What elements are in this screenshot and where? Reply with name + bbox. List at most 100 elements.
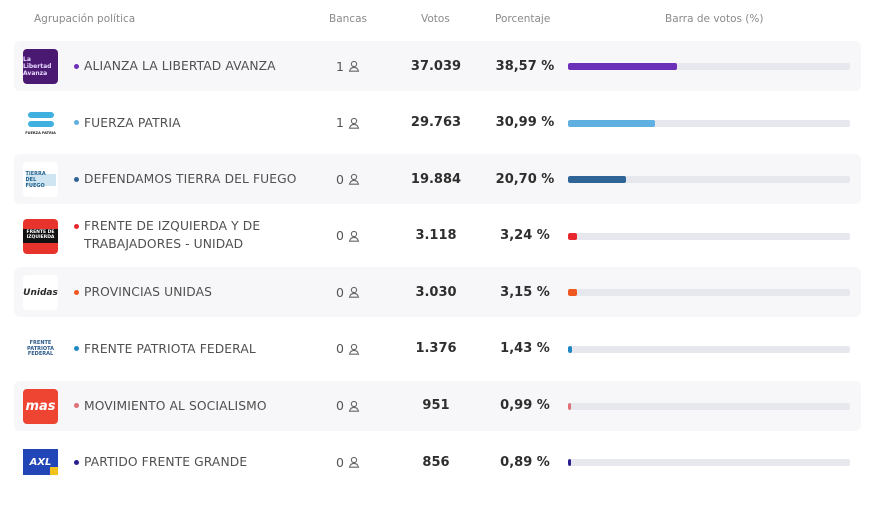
header-porcentaje: Porcentaje xyxy=(495,13,551,25)
color-dot xyxy=(74,176,79,182)
votos-cell: 856 xyxy=(422,454,450,470)
color-dot xyxy=(74,289,79,295)
bancas-cell: 0 xyxy=(336,154,376,204)
party-name: FRENTE PATRIOTA FEDERAL xyxy=(74,324,314,374)
party-logo-fit: FRENTE DE IZQUIERDA xyxy=(23,218,58,254)
porcentaje-cell: 3,24 % xyxy=(500,228,550,244)
header-barra: Barra de votos (%) xyxy=(665,13,764,25)
party-name-text: FRENTE DE IZQUIERDA Y DE TRABAJADORES - U… xyxy=(84,217,260,253)
person-icon xyxy=(348,117,360,129)
color-dot xyxy=(74,346,79,352)
person-icon xyxy=(348,343,360,355)
bancas-value: 1 xyxy=(336,115,344,131)
porcentaje-cell: 3,15 % xyxy=(500,284,550,300)
vote-bar-fill xyxy=(568,345,573,353)
porcentaje-cell: 0,99 % xyxy=(500,398,550,414)
logo-text: La Libertad Avanza xyxy=(23,56,52,77)
party-name-text: FRENTE PATRIOTA FEDERAL xyxy=(84,341,256,356)
logo-text: Unidas xyxy=(23,287,58,298)
bancas-cell: 0 xyxy=(336,437,376,487)
bancas-value: 0 xyxy=(336,398,344,414)
table-row: FRENTE DE IZQUIERDA FRENTE DE IZQUIERDA … xyxy=(14,211,861,261)
vote-bar-track xyxy=(568,176,850,184)
votos-cell: 951 xyxy=(422,398,450,414)
votos-cell: 3.030 xyxy=(415,284,457,300)
bancas-value: 0 xyxy=(336,341,344,357)
person-icon xyxy=(348,60,360,72)
vote-bar-fill xyxy=(568,232,578,240)
porcentaje-cell: 0,89 % xyxy=(500,454,550,470)
party-name: PARTIDO FRENTE GRANDE xyxy=(74,437,314,487)
logo-text: FRENTE DE IZQUIERDA xyxy=(23,229,58,244)
table-row: AXL PARTIDO FRENTE GRANDE 0 856 0,89 % xyxy=(14,437,861,487)
color-dot xyxy=(74,63,79,69)
vote-bar-fill xyxy=(568,63,677,70)
party-logo-dtf: TIERRA DEL FUEGO xyxy=(23,162,58,198)
party-name: DEFENDAMOS TIERRA DEL FUEGO xyxy=(74,154,314,204)
logo-text: FUERZA PATRIA xyxy=(25,130,56,135)
party-logo-mas: mas xyxy=(23,388,58,424)
vote-bar-track xyxy=(568,289,850,297)
logo-text: AXL xyxy=(29,456,52,468)
bancas-cell: 0 xyxy=(336,381,376,431)
color-dot xyxy=(74,120,79,126)
bancas-cell: 1 xyxy=(336,98,376,148)
bancas-cell: 0 xyxy=(336,211,376,261)
person-icon xyxy=(348,287,360,299)
party-name-text: MOVIMIENTO AL SOCIALISMO xyxy=(84,398,267,413)
vote-bar-fill xyxy=(568,119,656,127)
party-name-text: PROVINCIAS UNIDAS xyxy=(84,285,212,300)
table-row: Unidas PROVINCIAS UNIDAS 0 3.030 3,15 % xyxy=(14,267,861,318)
porcentaje-cell: 1,43 % xyxy=(500,341,550,357)
bancas-value: 0 xyxy=(336,171,344,187)
party-logo-fp: FUERZA PATRIA xyxy=(23,106,58,141)
party-name-text: FUERZA PATRIA xyxy=(84,115,181,130)
table-row: mas MOVIMIENTO AL SOCIALISMO 0 951 0,99 … xyxy=(14,380,861,431)
table-row: FUERZA PATRIA FUERZA PATRIA 1 29.763 30,… xyxy=(14,98,861,148)
vote-bar-fill xyxy=(568,176,627,184)
bancas-cell: 0 xyxy=(336,324,376,374)
party-name-text: PARTIDO FRENTE GRANDE xyxy=(84,455,248,470)
votos-cell: 37.039 xyxy=(410,58,462,74)
bancas-cell: 1 xyxy=(336,41,376,91)
person-icon xyxy=(348,457,360,468)
bancas-value: 0 xyxy=(336,454,344,470)
votos-cell: 19.884 xyxy=(410,171,462,187)
party-logo-pu: Unidas xyxy=(23,275,58,311)
party-name: PROVINCIAS UNIDAS xyxy=(74,267,314,317)
header-agrupacion: Agrupación política xyxy=(34,13,136,25)
votos-cell: 29.763 xyxy=(410,115,462,131)
porcentaje-cell: 30,99 % xyxy=(495,115,555,131)
porcentaje-cell: 20,70 % xyxy=(495,171,555,187)
party-name: FUERZA PATRIA xyxy=(74,98,314,148)
results-table: La Libertad Avanza ALIANZA LA LIBERTAD A… xyxy=(14,41,861,494)
vote-bar-track xyxy=(568,232,850,240)
party-name: FRENTE DE IZQUIERDA Y DE TRABAJADORES - U… xyxy=(74,211,314,261)
color-dot xyxy=(74,223,79,229)
person-icon xyxy=(348,230,360,242)
vote-bar-track xyxy=(568,345,850,353)
party-name-line2: TRABAJADORES - UNIDAD xyxy=(84,236,244,251)
vote-bar-track xyxy=(568,63,850,70)
party-logo-fpf: FRENTE PATRIOTA FEDERAL xyxy=(23,331,58,367)
color-dot xyxy=(74,459,79,465)
vote-bar-fill xyxy=(568,402,571,410)
logo-text: mas xyxy=(25,398,56,414)
votos-cell: 3.118 xyxy=(415,228,457,244)
porcentaje-cell: 38,57 % xyxy=(495,58,555,74)
color-dot xyxy=(74,403,79,409)
vote-bar-track xyxy=(568,459,850,467)
party-logo-axl: AXL xyxy=(23,449,58,476)
party-name: MOVIMIENTO AL SOCIALISMO xyxy=(74,381,314,431)
logo-text: FRENTE PATRIOTA FEDERAL xyxy=(27,340,54,358)
bancas-value: 0 xyxy=(336,228,344,244)
party-name-line1: FRENTE DE IZQUIERDA Y DE xyxy=(84,218,261,233)
header-votos: Votos xyxy=(421,13,450,25)
vote-bar-track xyxy=(568,402,850,410)
table-row: TIERRA DEL FUEGO DEFENDAMOS TIERRA DEL F… xyxy=(14,154,861,205)
header-bancas: Bancas xyxy=(329,13,367,25)
party-name: ALIANZA LA LIBERTAD AVANZA xyxy=(74,41,314,91)
votos-cell: 1.376 xyxy=(415,341,457,357)
vote-bar-fill xyxy=(568,289,577,297)
party-name-text: DEFENDAMOS TIERRA DEL FUEGO xyxy=(84,172,297,187)
